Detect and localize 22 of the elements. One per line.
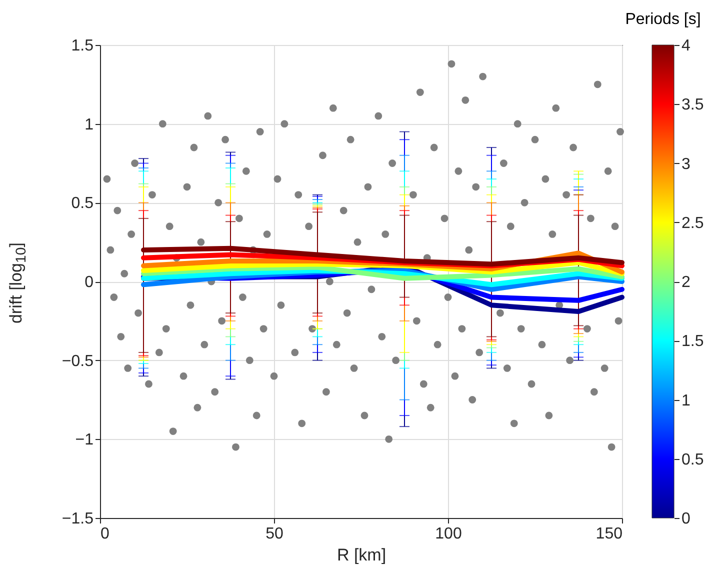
color-bar-title: Periods [s] (625, 11, 701, 28)
y-tick-label: 0.5 (71, 195, 94, 212)
y-tick-label: 0 (84, 274, 94, 291)
color-bar-label: 4 (682, 38, 690, 54)
y-tick-label: 1.5 (71, 38, 94, 54)
color-bar-label: 2.5 (682, 214, 704, 232)
color-bar-label: 1 (682, 392, 690, 410)
color-bar-label: 0.5 (682, 451, 704, 468)
x-tick-label: 50 (266, 526, 284, 542)
y-tick-label: −1 (75, 432, 94, 449)
y-tick-label: 1 (84, 116, 94, 134)
x-tick-label: 100 (435, 526, 462, 542)
color-bar-label: 1.5 (682, 333, 704, 350)
color-bar-label: 0 (682, 510, 690, 528)
x-axis-title: R [km] (336, 546, 386, 564)
y-tick-label: −1.5 (62, 510, 94, 528)
y-tick-label: −0.5 (62, 352, 94, 370)
color-bar-label: 2 (682, 274, 690, 291)
color-bar-label: 3 (682, 156, 690, 173)
x-tick-label: 0 (100, 526, 110, 542)
color-bar-label: 3.5 (682, 96, 704, 114)
x-tick-label: 150 (596, 526, 623, 542)
